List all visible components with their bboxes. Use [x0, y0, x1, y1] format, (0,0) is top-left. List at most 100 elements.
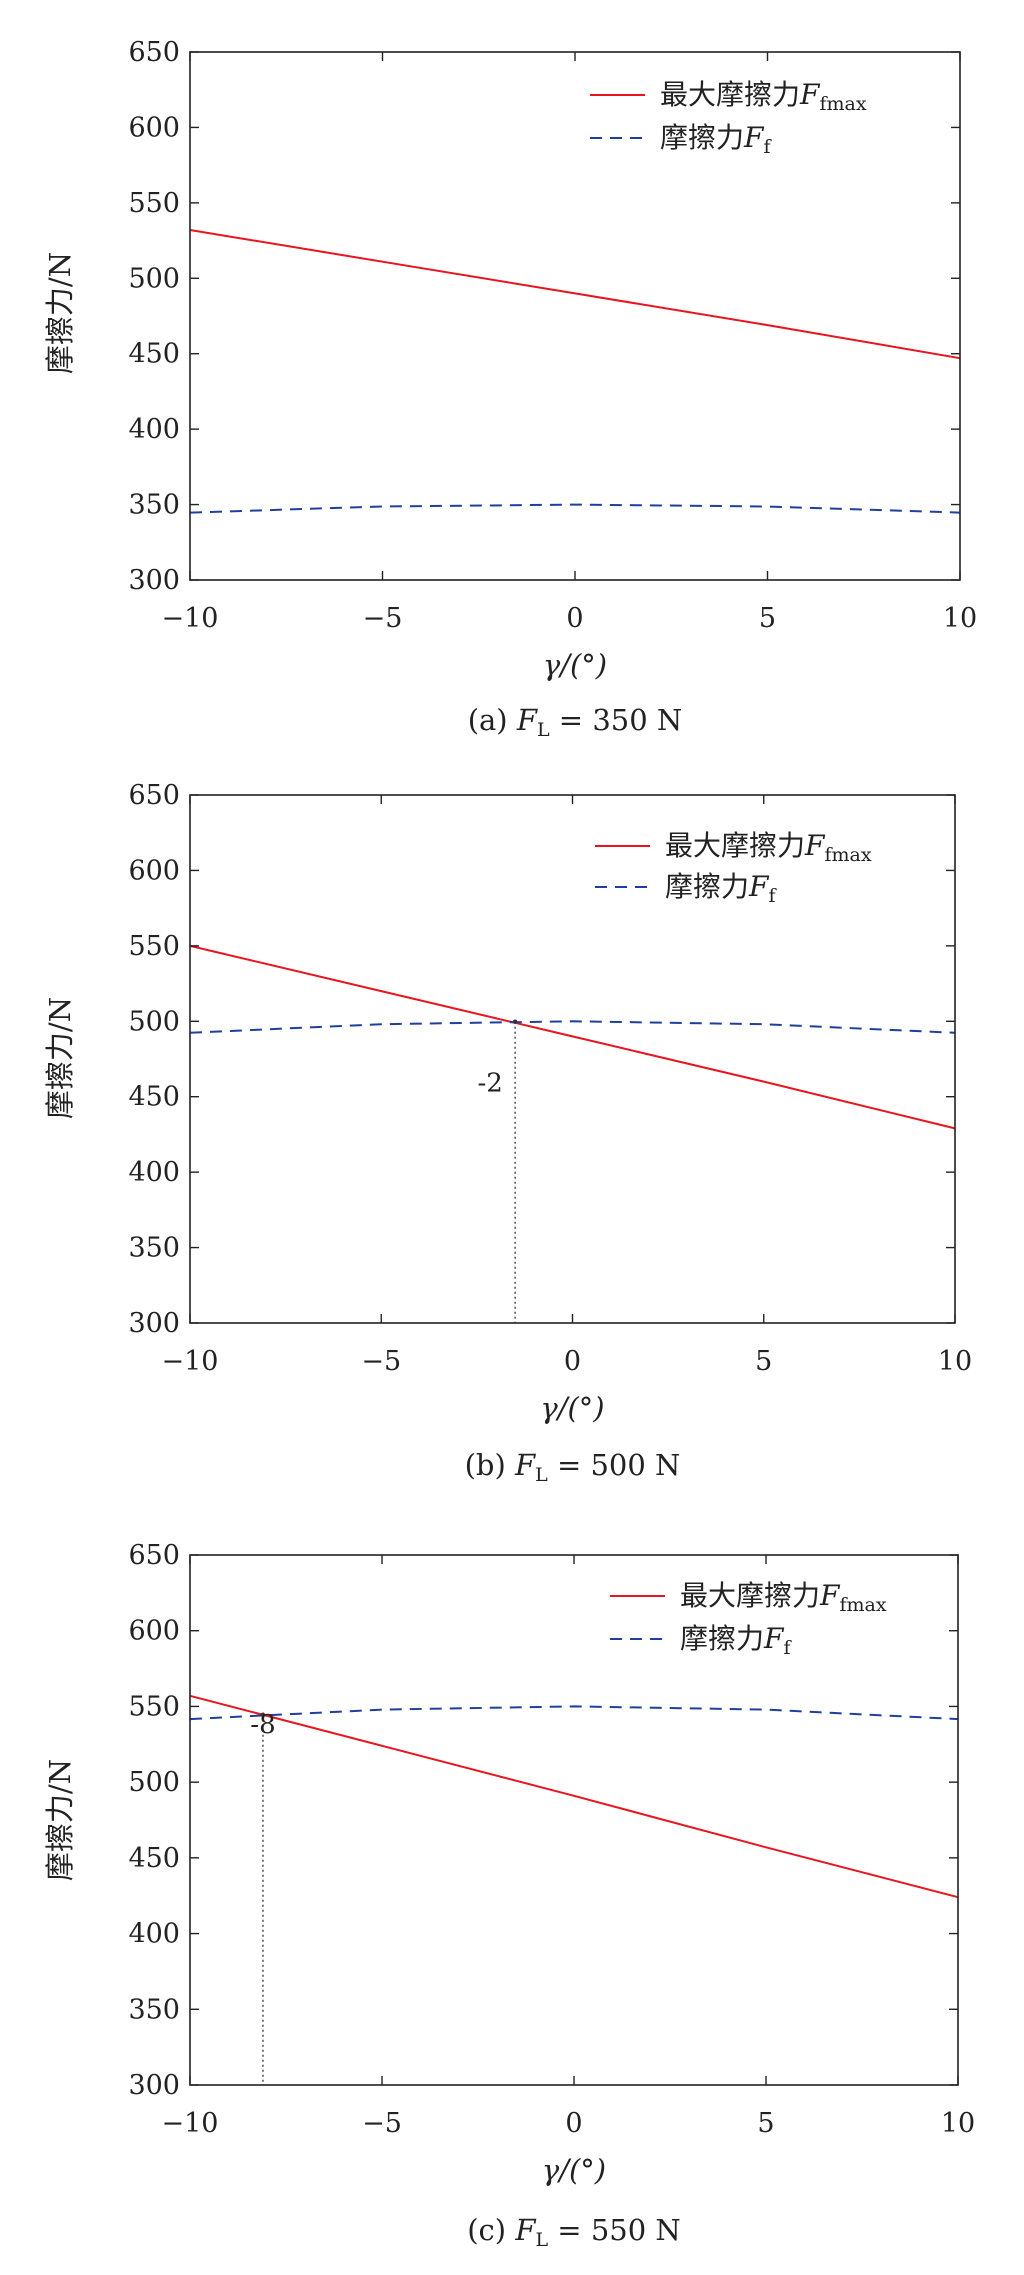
caption-subscript: L [535, 2229, 548, 2251]
y-tick-label: 550 [128, 188, 180, 219]
y-tick-label: 600 [128, 1616, 180, 1647]
caption-value: = 350 N [550, 703, 683, 737]
y-tick-label: 400 [128, 1157, 180, 1188]
legend-name: 摩擦力 [665, 870, 749, 903]
legend-symbol: F [748, 870, 770, 903]
caption-value: = 500 N [548, 1448, 681, 1482]
intersection-label: -8 [250, 1710, 275, 1740]
legend-name: 摩擦力 [680, 1622, 764, 1655]
x-tick-label: −10 [162, 603, 219, 634]
series-line-max-friction [189, 944, 956, 1130]
plot-frame [189, 794, 956, 1324]
y-tick-label: 650 [128, 780, 180, 811]
y-axis-label: 摩擦力/N [43, 997, 77, 1119]
legend-symbol: F [804, 829, 826, 862]
y-tick-label: 650 [128, 1540, 180, 1571]
y-tick-label: 400 [128, 414, 180, 445]
legend-name: 摩擦力 [660, 121, 744, 154]
intersection-point [512, 1019, 518, 1024]
caption-value: = 550 N [548, 2213, 681, 2247]
plot-frame [189, 51, 961, 581]
x-tick-label: 0 [566, 603, 583, 634]
legend-entry: 最大摩擦力Ffmax [665, 829, 872, 866]
y-tick-label: 450 [128, 339, 180, 370]
legend-name: 最大摩擦力 [660, 78, 800, 111]
y-tick-label: 550 [128, 931, 180, 962]
legend-entry: 摩擦力Ff [660, 121, 772, 158]
legend-name: 最大摩擦力 [680, 1579, 820, 1612]
chart-panel-1: 300 350 400 450 500 550 600 650 −10 −5 0 5 10 γ/(°) 摩擦… [43, 37, 977, 741]
legend-entry: 最大摩擦力Ffmax [660, 78, 867, 115]
panel-caption: (a) FL = 350 N [468, 703, 683, 741]
series-line-friction [189, 503, 961, 514]
legend-subscript: f [763, 136, 772, 158]
series-line-friction [189, 1705, 959, 1721]
y-tick-label: 500 [128, 1006, 180, 1037]
plot-frame [189, 1554, 959, 2086]
x-tick-label: −5 [362, 2108, 402, 2139]
y-tick-label: 350 [128, 490, 180, 521]
x-tick-label: 5 [755, 1346, 772, 1377]
legend-subscript: fmax [819, 93, 866, 115]
y-tick-label: 300 [128, 2070, 180, 2101]
x-tick-label: −10 [162, 1346, 219, 1377]
y-tick-label: 400 [128, 1919, 180, 1950]
y-tick-label: 600 [128, 855, 180, 886]
series-line-max-friction [189, 1694, 959, 1899]
y-tick-label: 350 [128, 1994, 180, 2025]
x-tick-label: 5 [757, 2108, 774, 2139]
x-axis-label: γ/(°) [543, 648, 607, 682]
y-tick-label: 450 [128, 1082, 180, 1113]
panel-caption: (b) FL = 500 N [465, 1448, 681, 1486]
x-tick-label: 0 [564, 1346, 581, 1377]
y-tick-label: 350 [128, 1233, 180, 1264]
y-tick-label: 600 [128, 112, 180, 143]
y-tick-label: 300 [128, 1308, 180, 1339]
x-axis-label: γ/(°) [542, 2153, 606, 2187]
caption-symbol: F [516, 703, 538, 737]
y-tick-label: 550 [128, 1691, 180, 1722]
legend-entry: 最大摩擦力Ffmax [680, 1579, 887, 1616]
legend-entry: 摩擦力Ff [665, 870, 777, 907]
x-tick-label: 10 [941, 2108, 975, 2139]
caption-prefix: (c) [467, 2213, 515, 2247]
caption-prefix: (b) [465, 1448, 515, 1482]
y-axis-label: 摩擦力/N [43, 252, 77, 374]
y-tick-label: 500 [128, 1767, 180, 1798]
x-tick-label: −5 [363, 603, 403, 634]
y-tick-label: 450 [128, 1843, 180, 1874]
legend-name: 最大摩擦力 [665, 829, 805, 862]
chart-panel-2: -2 300 350 400 450 500 550 600 650 −10 −5 0 5 10 γ/(°)… [43, 780, 972, 1486]
legend-symbol: F [763, 1622, 785, 1655]
caption-prefix: (a) [468, 703, 517, 737]
legend-symbol: F [799, 78, 821, 111]
intersection-label: -2 [477, 1069, 502, 1099]
caption-subscript: L [535, 1464, 548, 1486]
intersection-point [260, 1712, 266, 1717]
series-line-max-friction [189, 229, 961, 360]
legend-subscript: fmax [824, 844, 871, 866]
caption-subscript: L [537, 719, 550, 741]
x-tick-label: 10 [938, 1346, 972, 1377]
caption-symbol: F [514, 1448, 536, 1482]
x-tick-label: −5 [361, 1346, 401, 1377]
y-tick-label: 650 [128, 37, 180, 68]
legend-symbol: F [819, 1579, 841, 1612]
x-tick-label: 10 [943, 603, 977, 634]
x-tick-label: 0 [565, 2108, 582, 2139]
legend-subscript: f [768, 885, 777, 907]
x-tick-label: −10 [162, 2108, 219, 2139]
legend-entry: 摩擦力Ff [680, 1622, 792, 1659]
caption-symbol: F [514, 2213, 536, 2247]
legend-subscript: f [783, 1637, 792, 1659]
legend-subscript: fmax [839, 1594, 886, 1616]
y-tick-label: 500 [128, 263, 180, 294]
legend-symbol: F [743, 121, 765, 154]
y-tick-label: 300 [128, 565, 180, 596]
x-tick-label: 5 [759, 603, 776, 634]
series-line-friction [189, 1020, 956, 1034]
chart-panel-3: -8 300 350 400 450 500 550 600 650 −10 −5 0 5 10 γ/(°)… [43, 1540, 975, 2251]
x-axis-label: γ/(°) [540, 1391, 604, 1425]
y-axis-label: 摩擦力/N [43, 1759, 77, 1881]
